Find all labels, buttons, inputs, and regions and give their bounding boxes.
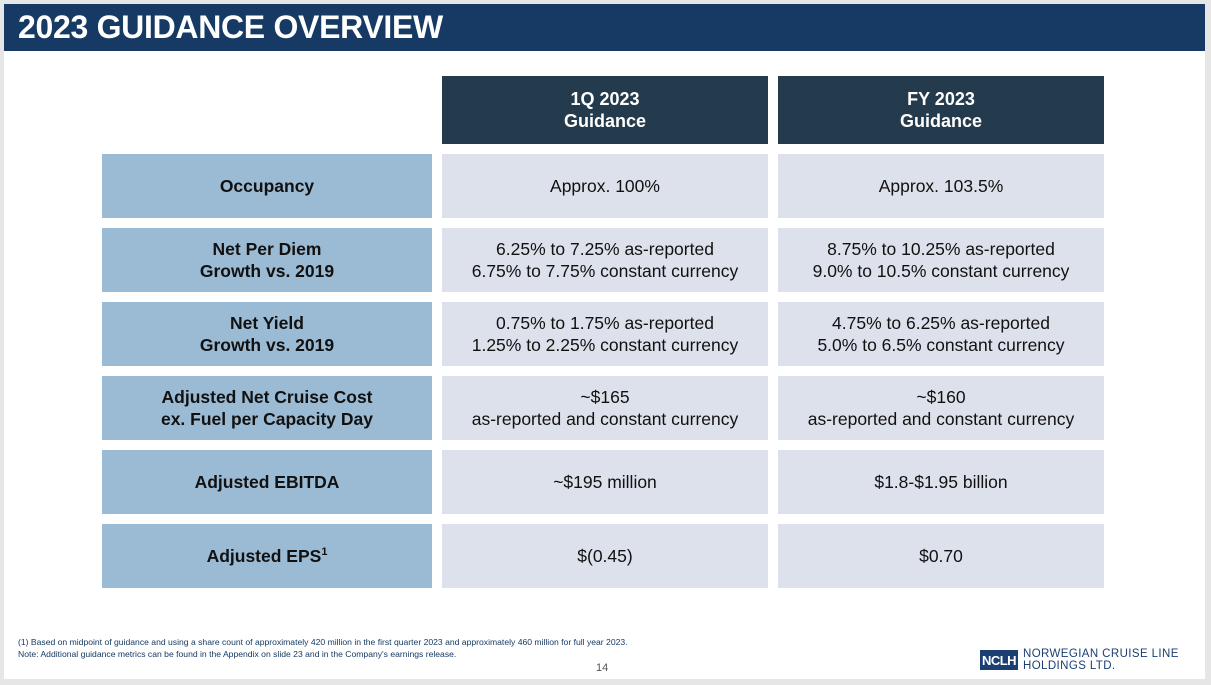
cell-line1: Approx. 103.5%: [878, 176, 1004, 196]
row-label-line1: Adjusted EPS1: [207, 545, 328, 567]
footnote-1: (1) Based on midpoint of guidance and us…: [18, 637, 628, 647]
cell-adjusted-eps-fy: $0.70: [778, 524, 1104, 588]
cell-line1: 8.75% to 10.25% as-reported: [827, 239, 1055, 259]
footnote-note: Note: Additional guidance metrics can be…: [18, 649, 457, 659]
row-label-line1: Net Yield: [230, 313, 304, 333]
row-label-line1: Adjusted Net Cruise Cost: [161, 387, 373, 407]
cell-net-yield-fy: 4.75% to 6.25% as-reported 5.0% to 6.5% …: [778, 302, 1104, 366]
row-label-adjusted-net-cruise-cost: Adjusted Net Cruise Cost ex. Fuel per Ca…: [102, 376, 432, 440]
cell-line2: as-reported and constant currency: [471, 409, 739, 429]
cell-line2: 9.0% to 10.5% constant currency: [812, 261, 1070, 281]
cell-line1: ~$165: [580, 387, 630, 407]
cell-net-per-diem-fy: 8.75% to 10.25% as-reported 9.0% to 10.5…: [778, 228, 1104, 292]
cell-line1: ~$195 million: [553, 472, 657, 492]
page-number: 14: [596, 662, 609, 674]
row-label-net-per-diem: Net Per Diem Growth vs. 2019: [102, 228, 432, 292]
cell-line1: $(0.45): [577, 546, 633, 566]
row-label-adjusted-ebitda: Adjusted EBITDA: [102, 450, 432, 514]
row-label-line2: ex. Fuel per Capacity Day: [160, 409, 374, 429]
cell-line2: 6.75% to 7.75% constant currency: [471, 261, 739, 281]
row-label-text: Adjusted EPS: [206, 546, 322, 566]
cell-adjusted-ebitda-fy: $1.8-$1.95 billion: [778, 450, 1104, 514]
row-label-occupancy: Occupancy: [102, 154, 432, 218]
row-label-line2: Growth vs. 2019: [199, 335, 335, 355]
slide-title: 2023 GUIDANCE OVERVIEW: [18, 9, 443, 45]
row-label-line1: Net Per Diem: [212, 239, 322, 259]
row-label-adjusted-eps: Adjusted EPS1: [102, 524, 432, 588]
cell-line2: as-reported and constant currency: [807, 409, 1075, 429]
column-header-fy: FY 2023 Guidance: [778, 76, 1104, 144]
cell-occupancy-1q: Approx. 100%: [442, 154, 768, 218]
cell-occupancy-fy: Approx. 103.5%: [778, 154, 1104, 218]
title-bar: 2023 GUIDANCE OVERVIEW: [4, 4, 1205, 51]
cell-line1: $0.70: [919, 546, 963, 566]
cell-line1: $1.8-$1.95 billion: [874, 472, 1008, 492]
cell-adjusted-ebitda-1q: ~$195 million: [442, 450, 768, 514]
cell-line1: 4.75% to 6.25% as-reported: [832, 313, 1050, 333]
column-header-1q: 1Q 2023 Guidance: [442, 76, 768, 144]
row-label-line1: Adjusted EBITDA: [194, 472, 340, 492]
cell-adjusted-ncc-1q: ~$165 as-reported and constant currency: [442, 376, 768, 440]
row-label-net-yield: Net Yield Growth vs. 2019: [102, 302, 432, 366]
cell-adjusted-eps-1q: $(0.45): [442, 524, 768, 588]
company-name: NORWEGIAN CRUISE LINE HOLDINGS LTD.: [1023, 648, 1179, 672]
company-name-line2: HOLDINGS LTD.: [1023, 660, 1116, 672]
cell-line1: ~$160: [916, 387, 966, 407]
cell-adjusted-ncc-fy: ~$160 as-reported and constant currency: [778, 376, 1104, 440]
footnote-marker: 1: [321, 546, 328, 559]
cell-net-yield-1q: 0.75% to 1.75% as-reported 1.25% to 2.25…: [442, 302, 768, 366]
cell-net-per-diem-1q: 6.25% to 7.25% as-reported 6.75% to 7.75…: [442, 228, 768, 292]
cell-line2: 5.0% to 6.5% constant currency: [817, 335, 1065, 355]
slide: 2023 GUIDANCE OVERVIEW 1Q 2023 Guidance …: [4, 4, 1205, 679]
column-header-1q-line1: 1Q 2023: [570, 89, 640, 109]
row-label-line1: Occupancy: [219, 176, 315, 196]
cell-line1: 0.75% to 1.75% as-reported: [496, 313, 714, 333]
column-header-fy-line2: Guidance: [899, 111, 983, 131]
cell-line1: Approx. 100%: [550, 176, 660, 196]
row-label-line2: Growth vs. 2019: [199, 261, 335, 281]
cell-line1: 6.25% to 7.25% as-reported: [496, 239, 714, 259]
nclh-logo-mark: NCLH: [980, 650, 1018, 670]
company-name-line1: NORWEGIAN CRUISE LINE: [1023, 648, 1179, 660]
cell-line2: 1.25% to 2.25% constant currency: [471, 335, 739, 355]
column-header-1q-line2: Guidance: [563, 111, 647, 131]
column-header-fy-line1: FY 2023: [907, 89, 975, 109]
